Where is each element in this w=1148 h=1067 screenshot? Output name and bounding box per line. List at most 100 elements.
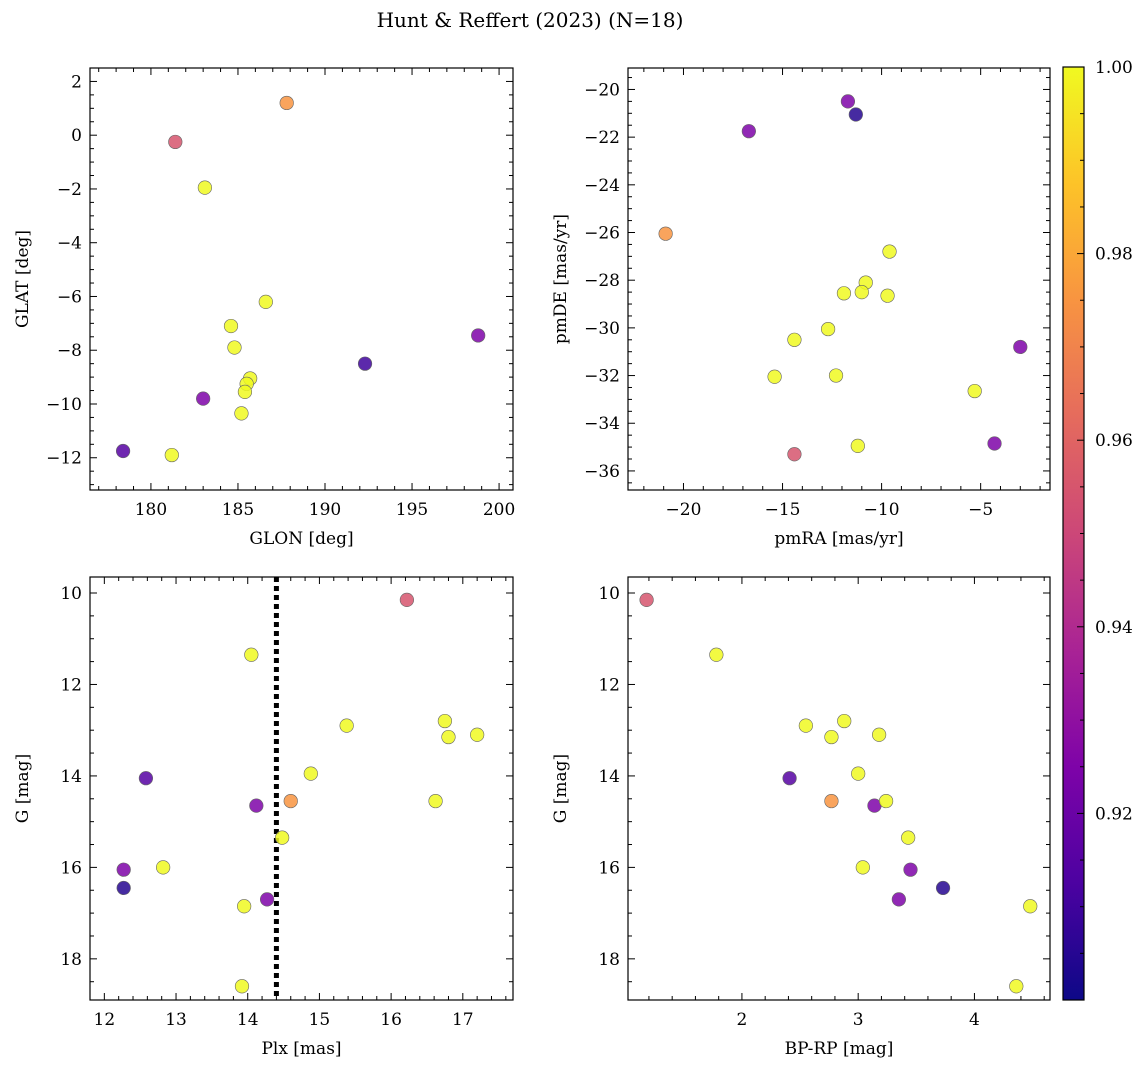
point-sky-2 (197, 180, 212, 195)
xlabel-proper-motion: pmRA [mas/yr] (774, 529, 903, 549)
ytick-label-proper-motion: −32 (584, 367, 620, 387)
point-proper-motion-14 (967, 383, 982, 399)
xlabel-sky: GLON [deg] (249, 529, 353, 549)
point-sky-5 (227, 340, 242, 355)
xtick-label-sky: 180 (135, 500, 167, 520)
ytick-label-proper-motion: −34 (584, 414, 620, 434)
ytick-label-parallax-magnitude: 12 (60, 675, 82, 695)
point-proper-motion-16 (850, 438, 865, 453)
point-proper-motion-6 (836, 286, 852, 301)
point-sky-0 (279, 95, 294, 111)
point-color-magnitude-2 (798, 718, 813, 733)
ylabel-proper-motion: pmDE [mas/yr] (551, 214, 571, 344)
axes-frame-color-magnitude (627, 576, 1051, 1001)
point-parallax-magnitude-4 (441, 729, 456, 745)
ytick-label-proper-motion: −22 (584, 128, 620, 148)
ytick-label-color-magnitude: 16 (598, 858, 620, 878)
ylabel-sky: GLAT [deg] (13, 230, 33, 328)
xtick-label-proper-motion: −20 (666, 500, 702, 520)
ytick-label-sky: −8 (57, 341, 82, 361)
xtick-label-parallax-magnitude: 13 (165, 1010, 187, 1030)
point-proper-motion-3 (658, 226, 673, 241)
colorbar-tick-label: 0.94 (1095, 618, 1133, 638)
xtick-label-color-magnitude: 3 (853, 1010, 864, 1030)
colorbar: 0.92 0.94 0.96 0.98 1.00 (1062, 58, 1133, 1001)
point-parallax-magnitude-16 (259, 892, 275, 907)
ytick-label-sky: −4 (57, 234, 82, 254)
point-parallax-magnitude-11 (275, 830, 290, 845)
point-color-magnitude-7 (782, 771, 797, 786)
xlabel-parallax-magnitude: Plx [mas] (261, 1039, 341, 1059)
point-color-magnitude-1 (709, 647, 724, 662)
point-sky-11 (196, 391, 211, 406)
point-proper-motion-12 (767, 369, 782, 384)
colorbar-tick-label: 0.96 (1095, 431, 1133, 451)
panel-parallax-magnitude: 12 13 14 15 16 17 10 12 14 16 18 Plx [mas] G [mag] (13, 576, 514, 1059)
xtick-label-proper-motion: −10 (864, 500, 900, 520)
point-color-magnitude-17 (1009, 979, 1024, 994)
point-proper-motion-8 (880, 288, 895, 303)
ylabel-parallax-magnitude: G [mag] (13, 754, 33, 823)
ytick-label-sky: −12 (46, 449, 82, 469)
point-sky-7 (471, 328, 486, 343)
xtick-label-proper-motion: −5 (968, 500, 993, 520)
ytick-label-proper-motion: −36 (584, 462, 620, 482)
panel-sky: 180 185 190 195 200 2 0 −2 −4 −6 −8 −10 −12 GLON [deg… (13, 67, 515, 549)
xtick-label-parallax-magnitude: 14 (237, 1010, 259, 1030)
ytick-label-proper-motion: −30 (584, 319, 620, 339)
point-sky-13 (115, 443, 131, 459)
xtick-label-sky: 195 (396, 500, 428, 520)
point-color-magnitude-3 (837, 713, 852, 729)
point-sky-14 (164, 447, 179, 463)
point-sky-1 (168, 134, 183, 150)
ytick-label-sky: −2 (57, 180, 82, 200)
point-parallax-magnitude-14 (116, 880, 131, 896)
point-color-magnitude-0 (639, 592, 654, 607)
point-parallax-magnitude-2 (339, 718, 354, 733)
xtick-label-parallax-magnitude: 15 (309, 1010, 331, 1030)
ytick-label-proper-motion: −26 (584, 224, 620, 244)
point-color-magnitude-12 (903, 862, 918, 877)
xtick-label-parallax-magnitude: 17 (452, 1010, 474, 1030)
point-color-magnitude-8 (824, 793, 839, 809)
point-proper-motion-0 (840, 94, 856, 109)
xtick-label-proper-motion: −15 (765, 500, 801, 520)
point-parallax-magnitude-1 (244, 647, 259, 662)
ytick-label-parallax-magnitude: 14 (60, 767, 82, 787)
ytick-label-parallax-magnitude: 10 (60, 584, 82, 604)
ytick-label-color-magnitude: 14 (598, 767, 620, 787)
point-color-magnitude-4 (824, 729, 839, 745)
colorbar-tick-label: 0.98 (1095, 245, 1133, 265)
xtick-label-parallax-magnitude: 12 (94, 1010, 116, 1030)
point-proper-motion-4 (882, 244, 897, 259)
point-sky-10 (237, 384, 253, 399)
ytick-label-parallax-magnitude: 18 (60, 950, 82, 970)
panel-color-magnitude: 2 3 4 10 12 14 16 18 BP-RP [mag] G [mag] (551, 576, 1051, 1059)
point-color-magnitude-14 (935, 880, 951, 896)
xtick-label-color-magnitude: 4 (969, 1010, 980, 1030)
xtick-label-sky: 190 (309, 500, 341, 520)
point-parallax-magnitude-0 (399, 592, 414, 607)
point-parallax-magnitude-8 (249, 798, 264, 813)
axes-frame-parallax-magnitude (89, 576, 514, 1001)
ytick-label-proper-motion: −24 (584, 176, 620, 196)
point-parallax-magnitude-10 (428, 793, 443, 809)
point-parallax-magnitude-9 (283, 793, 298, 809)
point-parallax-magnitude-3 (437, 713, 452, 729)
xtick-label-parallax-magnitude: 16 (380, 1010, 402, 1030)
ytick-label-parallax-magnitude: 16 (60, 858, 82, 878)
point-sky-4 (223, 318, 239, 334)
xtick-label-color-magnitude: 2 (737, 1010, 748, 1030)
point-proper-motion-10 (787, 332, 802, 347)
ytick-label-color-magnitude: 12 (598, 675, 620, 695)
xlabel-color-magnitude: BP-RP [mag] (785, 1039, 894, 1059)
point-proper-motion-7 (854, 285, 869, 300)
point-parallax-magnitude-5 (470, 727, 485, 742)
point-parallax-magnitude-15 (237, 899, 252, 914)
point-sky-6 (357, 356, 373, 371)
point-color-magnitude-15 (1023, 899, 1038, 914)
point-color-magnitude-16 (891, 892, 906, 907)
colorbar-tick-label: 1.00 (1095, 58, 1133, 78)
point-proper-motion-15 (987, 436, 1002, 451)
